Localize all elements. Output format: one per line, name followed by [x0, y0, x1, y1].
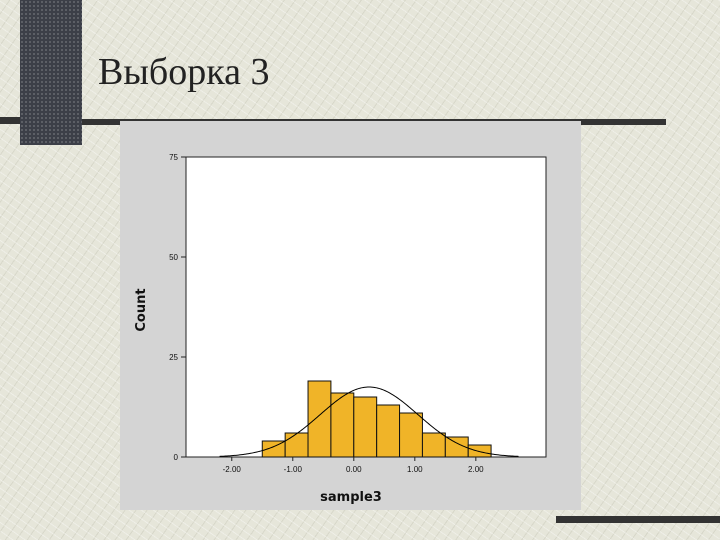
y-tick-label: 0 — [174, 453, 179, 462]
histogram-chart: 0 25 50 75 -2.00 -1.00 0.00 1.00 2.00 sample3 C… — [134, 153, 547, 505]
x-axis-label: sample3 — [320, 490, 382, 505]
x-axis: -2.00 -1.00 0.00 1.00 2.00 — [223, 457, 484, 474]
decorative-rule-left — [0, 117, 20, 124]
y-axis-label: Count — [134, 288, 149, 331]
histogram-bar — [307, 380, 332, 458]
y-tick-label: 25 — [169, 353, 178, 362]
histogram-bar — [353, 396, 378, 458]
x-tick-label: 0.00 — [346, 465, 362, 474]
histogram-bar — [399, 412, 423, 458]
histogram-chart-panel: 0 25 50 75 -2.00 -1.00 0.00 1.00 2.00 sample3 C… — [120, 121, 581, 510]
bars-layer — [261, 380, 492, 458]
x-tick-label: 2.00 — [468, 465, 484, 474]
x-tick-label: -2.00 — [223, 465, 242, 474]
x-tick-label: -1.00 — [284, 465, 303, 474]
normal-curve — [219, 386, 519, 457]
y-tick-label: 50 — [169, 253, 178, 262]
y-axis: 0 25 50 75 — [169, 153, 186, 462]
x-tick-label: 1.00 — [407, 465, 423, 474]
histogram-bar — [284, 432, 309, 458]
slide-title: Выборка 3 — [98, 51, 270, 93]
decorative-rule-bottom — [556, 516, 720, 523]
y-tick-label: 75 — [169, 153, 178, 162]
histogram-bar — [421, 432, 446, 458]
histogram-bar — [376, 404, 401, 458]
histogram-bar — [467, 444, 492, 458]
decorative-dark-block — [20, 0, 82, 145]
